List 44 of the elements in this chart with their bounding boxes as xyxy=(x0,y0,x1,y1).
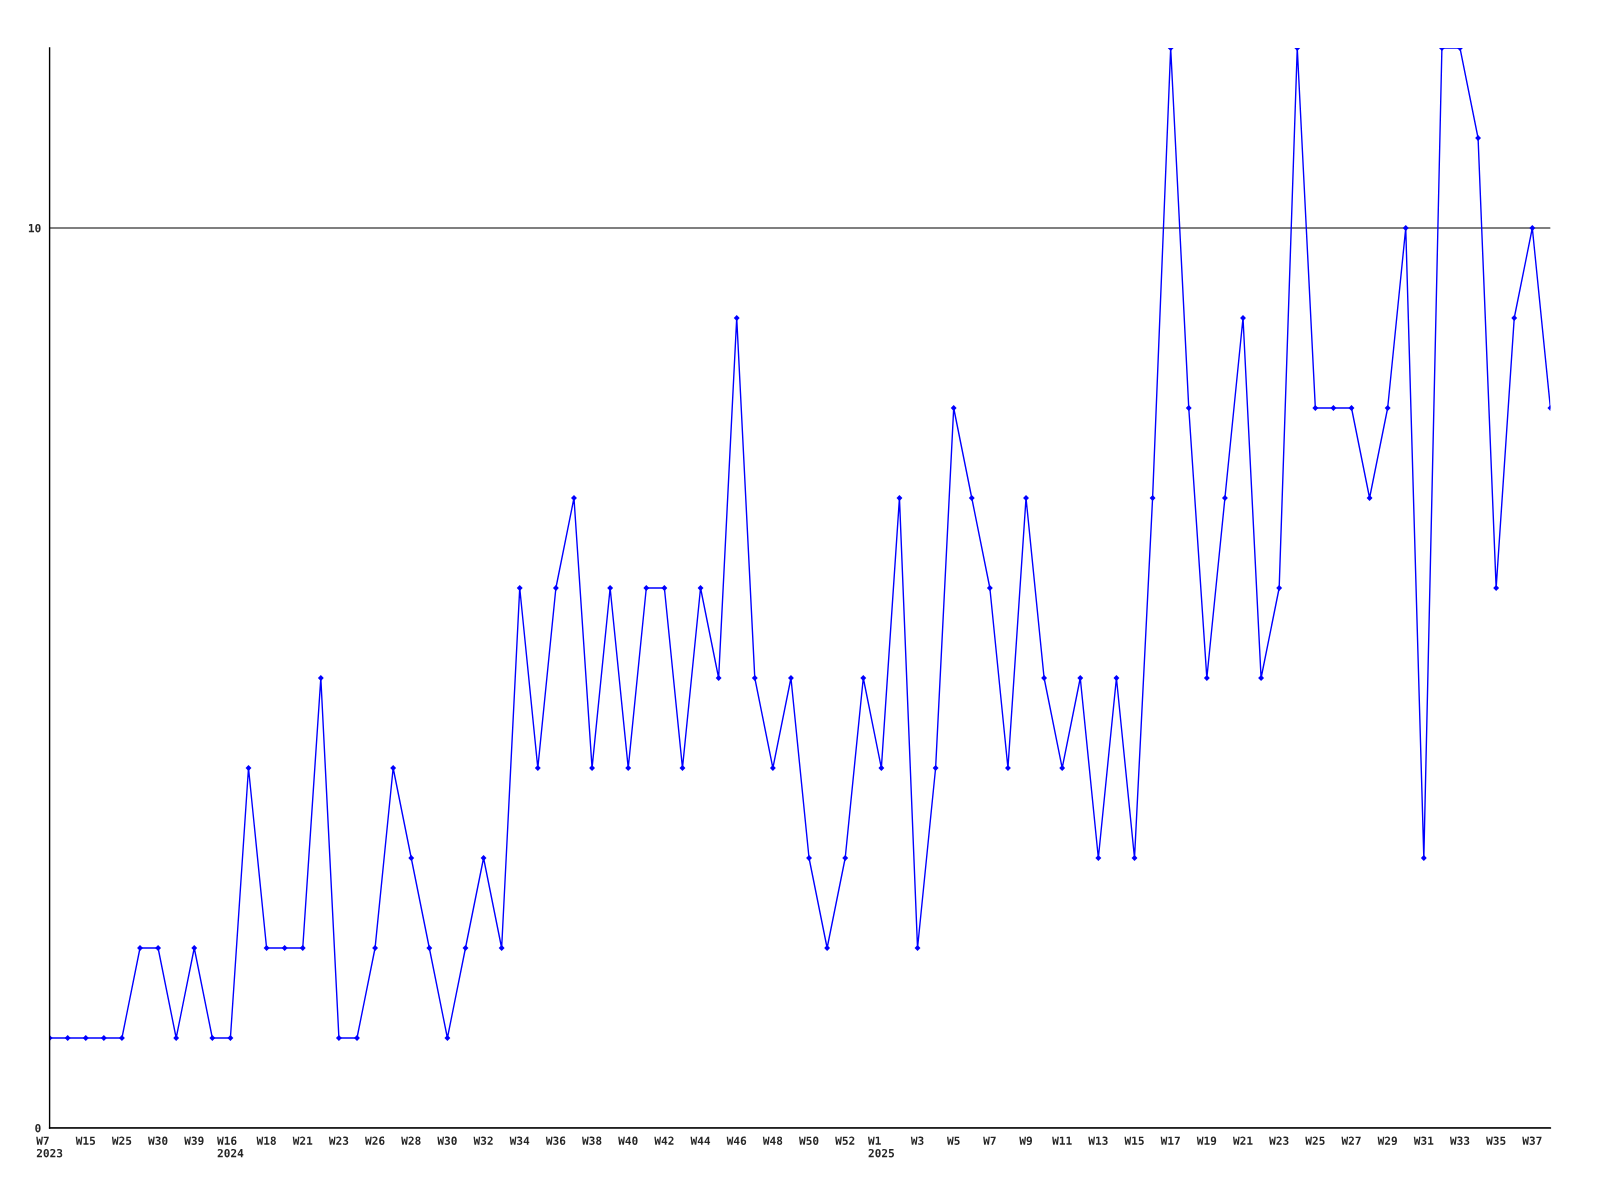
x-tick-label: W5 xyxy=(947,1136,960,1145)
x-tick-label: W38 xyxy=(582,1136,602,1145)
y-tick-label: 10 xyxy=(28,223,41,233)
x-tick-label: W44 xyxy=(690,1136,711,1145)
x-tick-label: W30 xyxy=(437,1136,457,1145)
x-tick-label: W39 xyxy=(184,1136,204,1145)
x-tick-label: W7 2023 xyxy=(36,1136,63,1158)
x-tick-label: W21 xyxy=(1232,1136,1253,1145)
x-tick-label: W18 xyxy=(256,1136,276,1145)
x-tick-label: W15 xyxy=(75,1136,96,1145)
x-tick-label: W11 xyxy=(1052,1136,1072,1145)
x-tick-label: W19 xyxy=(1196,1136,1217,1145)
x-tick-label: W23 xyxy=(1269,1136,1289,1145)
x-tick-label: W1 2025 xyxy=(867,1136,894,1158)
x-tick-label: W25 xyxy=(111,1136,132,1145)
x-tick-label: W34 xyxy=(509,1136,530,1145)
x-tick-label: W25 xyxy=(1305,1136,1325,1145)
x-tick-label: W29 xyxy=(1377,1136,1397,1145)
x-tick-label: W16 2024 xyxy=(217,1136,244,1158)
x-tick-label: W17 xyxy=(1160,1136,1180,1145)
x-tick-label: W40 xyxy=(618,1136,638,1145)
x-tick-label: W23 xyxy=(328,1136,349,1145)
x-tick-label: W46 xyxy=(726,1136,747,1145)
x-tick-label: W28 xyxy=(401,1136,421,1145)
x-tick-label: W30 xyxy=(148,1136,168,1145)
x-tick-label: W42 xyxy=(654,1136,674,1145)
x-tick-label: W33 xyxy=(1449,1136,1470,1145)
x-tick-label: W21 xyxy=(292,1136,313,1145)
x-tick-label: W31 xyxy=(1413,1136,1434,1145)
x-tick-label: W52 xyxy=(835,1136,855,1145)
x-tick-label: W32 xyxy=(473,1136,493,1145)
x-tick-label: W37 xyxy=(1522,1136,1542,1145)
x-tick-label: W35 xyxy=(1486,1136,1506,1145)
x-tick-label: W13 xyxy=(1088,1136,1108,1145)
x-tick-label: W36 xyxy=(545,1136,566,1145)
x-tick-label: W26 xyxy=(365,1136,385,1145)
x-tick-label: W50 xyxy=(799,1136,819,1145)
x-tick-label: W3 xyxy=(910,1136,924,1145)
x-tick-label: W7 xyxy=(983,1136,996,1145)
y-tick-label: 0 xyxy=(35,1123,41,1133)
x-tick-label: W15 xyxy=(1124,1136,1144,1145)
x-tick-label: W9 xyxy=(1019,1136,1032,1145)
x-tick-label: W27 xyxy=(1341,1136,1361,1145)
x-tick-label: W48 xyxy=(762,1136,783,1145)
